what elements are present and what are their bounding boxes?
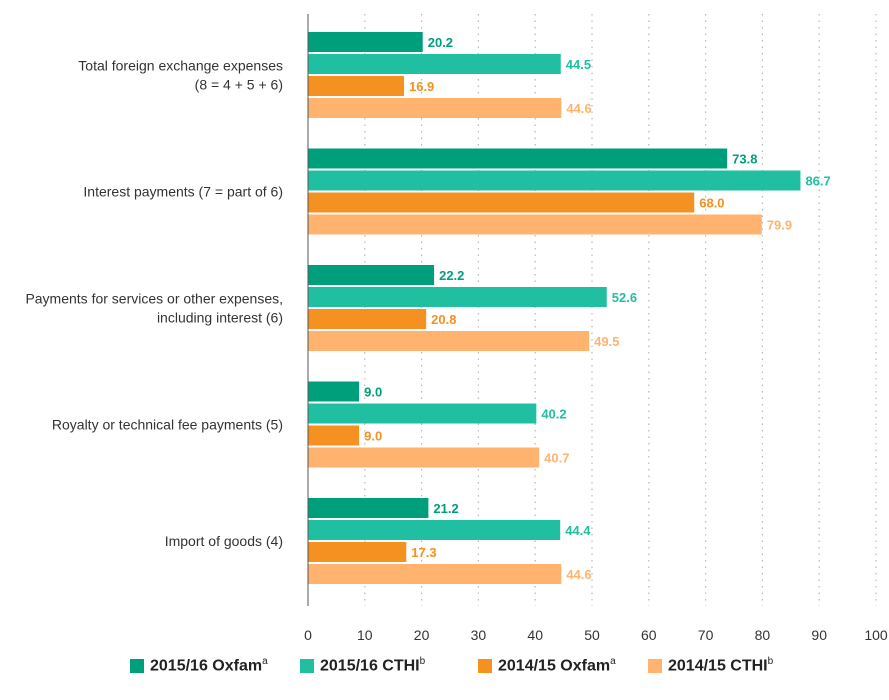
category-label: including interest (6) [157,310,283,326]
bar-value-label: 79.9 [767,218,792,233]
legend-label: 2015/16 CTHIb [320,656,426,675]
legend: 2015/16 Oxfama 2015/16 CTHIb 2014/15 Oxfam… [0,656,889,686]
category-label: Import of goods (4) [165,533,283,549]
x-tick-label: 70 [698,627,714,643]
bar-value-label: 44.5 [566,57,591,72]
bar [308,564,562,584]
bar [308,498,429,518]
legend-swatch [130,658,144,673]
legend-footnote-mark: b [419,656,426,667]
bar-value-label: 44.6 [566,101,591,116]
category-labels: Total foreign exchange expenses (8 = 4 + … [25,58,283,550]
bar [308,76,404,96]
bar [308,542,407,562]
x-tick-label: 50 [584,627,600,643]
x-tick-label: 40 [527,627,543,643]
bar [308,265,435,285]
bar [308,32,423,52]
bar-value-label: 9.0 [364,385,382,400]
category-label: Royalty or technical fee payments (5) [52,417,283,433]
x-tick-label: 20 [414,627,430,643]
x-tick-labels: 0 10 20 30 40 50 60 70 80 90 100 [304,627,888,643]
bar-value-label: 44.6 [566,567,591,582]
legend-swatch [648,658,662,673]
bar [308,54,561,74]
category-label: Total foreign exchange expenses [78,58,283,74]
bar-value-label: 22.2 [439,268,464,283]
legend-item: 2014/15 CTHIb [648,656,773,675]
x-tick-label: 100 [864,627,888,643]
category-label: Payments for services or other expenses, [25,291,283,307]
bar-value-label: 44.4 [565,523,591,538]
legend-label: 2014/15 Oxfama [498,656,616,675]
bar-value-label: 40.2 [541,407,566,422]
bar-value-label: 73.8 [732,152,757,167]
bar-value-label: 86.7 [805,174,830,189]
legend-swatch [478,658,492,673]
bar [308,214,762,235]
x-tick-label: 90 [811,627,827,643]
bars: 20.2 44.5 16.9 44.6 73.8 86.7 68.0 79.9 22.2 52.6… [308,32,831,584]
bar-value-label: 17.3 [411,545,436,560]
bar [308,170,801,191]
bar [308,447,540,468]
legend-item: 2015/16 CTHIb [300,656,425,675]
bar-value-label: 20.8 [431,312,456,327]
x-tick-label: 30 [471,627,487,643]
legend-footnote-mark: a [610,656,616,667]
bar-value-label: 21.2 [433,501,458,516]
bar-value-label: 40.7 [544,451,569,466]
bar-value-label: 20.2 [428,35,453,50]
x-tick-label: 10 [357,627,373,643]
bar-value-label: 52.6 [612,290,637,305]
legend-label: 2015/16 Oxfama [150,656,268,675]
bar-value-label: 49.5 [594,334,619,349]
category-label: (8 = 4 + 5 + 6) [195,77,283,93]
x-tick-label: 0 [304,627,312,643]
bar-value-label: 9.0 [364,429,382,444]
legend-label: 2014/15 CTHIb [668,656,774,675]
legend-item: 2014/15 Oxfama [478,656,616,675]
x-tick-label: 60 [641,627,657,643]
bar [308,98,562,118]
category-label: Interest payments (7 = part of 6) [83,184,283,200]
bar [308,148,728,169]
x-tick-label: 80 [755,627,771,643]
bar [308,309,427,329]
bar-value-label: 68.0 [699,196,724,211]
bar-value-label: 16.9 [409,79,434,94]
bar [308,520,561,540]
bar [308,192,695,213]
bar [308,403,537,424]
legend-item: 2015/16 Oxfama [130,656,268,675]
legend-swatch [300,658,314,673]
legend-footnote-mark: a [262,656,268,667]
legend-footnote-mark: b [767,656,774,667]
bar [308,287,607,307]
bar [308,425,360,446]
bar [308,381,360,402]
bar [308,331,590,351]
